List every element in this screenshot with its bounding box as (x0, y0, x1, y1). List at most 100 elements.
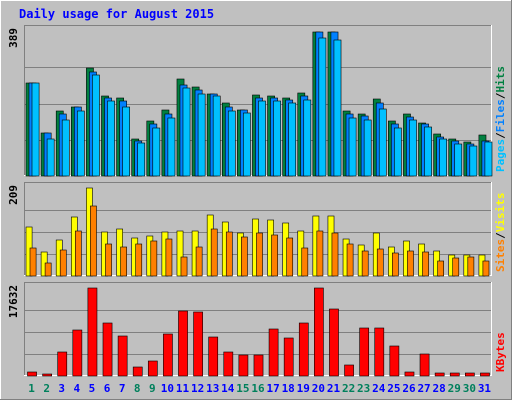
bar-pages-day-29 (454, 143, 463, 177)
bar-sites-day-18 (286, 237, 294, 277)
bar-kbytes-day-6 (102, 322, 113, 377)
x-tick-label: 29 (448, 382, 461, 395)
bar-pages-day-14 (227, 110, 236, 177)
bar-kbytes-day-5 (87, 287, 98, 377)
bar-kbytes-day-29 (449, 372, 460, 377)
bar-sites-day-24 (376, 248, 384, 277)
bar-sites-day-20 (316, 230, 324, 277)
bar-kbytes-day-11 (178, 310, 188, 377)
bar-pages-day-15 (243, 112, 251, 177)
bar-pages-day-20 (318, 37, 327, 177)
x-tick-label: 20 (312, 382, 325, 395)
x-tick-label: 3 (58, 382, 65, 395)
legend-entry: / (494, 92, 507, 99)
x-tick-label: 14 (221, 382, 235, 395)
bar-sites-day-9 (150, 240, 158, 277)
bar-sites-day-16 (256, 232, 263, 277)
bar-pages-day-1 (31, 82, 40, 177)
bar-sites-day-10 (165, 238, 173, 277)
x-tick-label: 6 (104, 382, 111, 395)
bar-kbytes-day-15 (238, 354, 249, 377)
bar-visits-day-11 (176, 230, 184, 277)
x-tick-label: 4 (74, 382, 81, 395)
bar-pages-day-8 (137, 142, 146, 177)
bar-sites-day-28 (437, 260, 445, 277)
bar-kbytes-day-8 (132, 366, 143, 377)
legend-entry: Visits (494, 193, 507, 233)
bar-pages-day-31 (484, 141, 493, 177)
bar-kbytes-day-24 (374, 327, 385, 377)
legend-visits_sites: Sites/Visits (494, 193, 507, 273)
bar-pages-day-25 (394, 127, 402, 177)
legend-entry: Pages (494, 139, 507, 172)
legend-entry: / (494, 232, 507, 239)
bar-pages-day-26 (409, 119, 417, 177)
bar-pages-day-2 (46, 138, 55, 177)
legend-entry: Files (494, 99, 507, 132)
bar-sites-day-6 (105, 243, 112, 277)
x-tick-label: 12 (191, 382, 204, 395)
bar-pages-day-13 (212, 95, 221, 177)
bar-pages-day-9 (152, 127, 161, 177)
x-tick-label: 2 (43, 382, 50, 395)
bar-pages-day-6 (107, 100, 115, 177)
bar-kbytes-day-18 (283, 337, 294, 377)
bar-kbytes-day-7 (117, 335, 128, 377)
bar-kbytes-day-4 (72, 329, 83, 377)
x-tick-label: 10 (161, 382, 174, 395)
bar-sites-day-8 (135, 243, 143, 277)
x-tick-label: 15 (236, 382, 249, 395)
bar-sites-day-7 (120, 246, 127, 277)
bar-sites-day-22 (346, 243, 354, 277)
x-tick-label: 18 (282, 382, 295, 395)
x-tick-label: 1 (28, 382, 35, 395)
bar-sites-day-17 (271, 234, 278, 277)
bar-pages-day-17 (273, 100, 281, 177)
x-axis-labels: 1 2 3 4 5 6 7 8 9 10 11 12 13 14 15 16 17 18 19 20 21 22 23 24 2… (28, 382, 491, 395)
bar-pages-day-24 (378, 108, 387, 177)
x-tick-label: 25 (387, 382, 400, 395)
bar-sites-day-26 (407, 250, 414, 277)
bar-pages-day-22 (348, 117, 357, 177)
x-tick-label: 13 (206, 382, 219, 395)
chart-title: Daily usage for August 2015 (19, 7, 214, 21)
x-tick-label: 19 (297, 382, 310, 395)
bar-kbytes-day-28 (434, 372, 445, 377)
bar-kbytes-day-9 (147, 360, 158, 377)
x-tick-label: 28 (433, 382, 446, 395)
x-tick-label: 27 (417, 382, 430, 395)
bar-kbytes-day-27 (419, 353, 430, 377)
bar-kbytes-day-20 (314, 287, 324, 377)
bar-kbytes-day-2 (42, 373, 52, 377)
bar-kbytes-day-1 (27, 371, 37, 377)
bar-kbytes-day-10 (163, 333, 173, 377)
legend-entry: Hits (494, 66, 507, 93)
x-tick-label: 17 (266, 382, 279, 395)
bar-sites-day-2 (44, 262, 52, 277)
x-tick-label: 31 (478, 382, 492, 395)
bar-sites-day-19 (301, 247, 309, 277)
x-tick-label: 16 (251, 382, 265, 395)
bar-sites-day-23 (361, 250, 369, 277)
bar-kbytes-day-31 (480, 372, 490, 377)
x-tick-label: 7 (119, 382, 126, 395)
bar-pages-day-11 (182, 87, 191, 177)
bar-kbytes-day-3 (57, 351, 68, 377)
legend-hits_files_pages: Pages/Files/Hits (494, 66, 507, 172)
bar-sites-day-31 (482, 260, 490, 277)
bar-pages-day-3 (61, 119, 70, 177)
y-max-label: 17632 (7, 285, 20, 318)
bar-sites-day-4 (74, 230, 82, 277)
bar-sites-day-21 (331, 232, 339, 277)
bar-kbytes-day-21 (329, 308, 339, 377)
bar-pages-day-4 (76, 110, 85, 177)
x-tick-label: 11 (176, 382, 190, 395)
bar-kbytes-day-26 (404, 371, 415, 377)
bar-pages-day-12 (197, 93, 206, 177)
bar-pages-day-23 (363, 119, 372, 177)
bar-pages-day-28 (439, 138, 448, 177)
bar-kbytes-day-23 (359, 327, 370, 377)
x-tick-label: 22 (342, 382, 355, 395)
